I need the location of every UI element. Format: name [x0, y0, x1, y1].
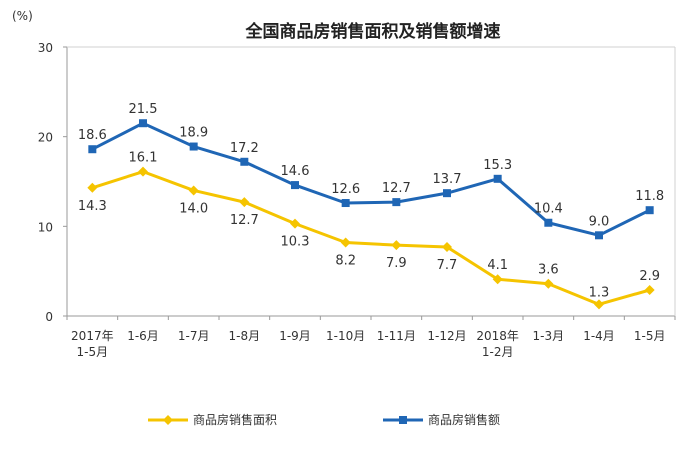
- x-tick-label: 1-7月: [178, 329, 210, 343]
- x-tick-label: 1-9月: [279, 329, 311, 343]
- x-tick-label: 1-8月: [229, 329, 261, 343]
- x-tick-label: 2017年: [71, 329, 114, 343]
- series-line: [91, 121, 651, 237]
- x-tick-label: 1-10月: [326, 329, 365, 343]
- y-tick-label: 20: [38, 131, 53, 145]
- data-label: 15.3: [483, 158, 512, 173]
- legend: 商品房销售面积 商品房销售额: [148, 412, 500, 427]
- data-point: [139, 119, 147, 128]
- x-tick-label: 1-12月: [427, 329, 466, 343]
- data-label: 18.9: [179, 126, 208, 141]
- data-point: [644, 284, 655, 295]
- data-point: [493, 174, 502, 183]
- series-line: [91, 170, 651, 306]
- data-point: [291, 181, 299, 190]
- data-label: 21.5: [129, 102, 158, 117]
- series-layer: 14.3 16.1 14.0 12.7 10.3 8.2 7.9 7.7 4.1 3.6 1.3 2.…: [78, 102, 664, 310]
- data-point: [543, 278, 554, 289]
- data-label: 13.7: [433, 172, 462, 187]
- x-tick-label: 1-11月: [377, 329, 416, 343]
- data-label: 14.3: [78, 199, 107, 214]
- data-point: [544, 218, 553, 227]
- data-label: 16.1: [129, 151, 158, 166]
- y-tick-label: 0: [45, 310, 53, 324]
- data-label: 3.6: [538, 263, 559, 278]
- data-label: 10.3: [281, 235, 310, 250]
- data-point: [341, 199, 350, 208]
- data-label: 8.2: [335, 253, 356, 268]
- data-label: 9.0: [589, 214, 610, 229]
- data-point: [239, 197, 250, 208]
- data-point: [595, 231, 603, 240]
- data-point: [340, 237, 351, 248]
- x-tick-label: 2018年: [476, 329, 519, 343]
- legend-marker: [399, 416, 407, 424]
- data-point: [87, 182, 98, 193]
- x-tick-label: 1-5月: [77, 345, 109, 359]
- x-tick-label: 1-3月: [533, 329, 565, 343]
- chart-title: 全国商品房销售面积及销售额增速: [245, 21, 501, 42]
- data-label: 4.1: [487, 258, 508, 273]
- data-label: 12.7: [382, 181, 411, 196]
- data-label: 1.3: [589, 285, 610, 300]
- data-label: 18.6: [78, 128, 107, 143]
- y-axis-unit: (%): [12, 9, 33, 23]
- data-label: 12.6: [331, 182, 360, 197]
- data-label: 7.9: [386, 256, 407, 271]
- data-point: [645, 206, 654, 215]
- data-point: [594, 299, 604, 310]
- x-tick-label: 1-6月: [127, 329, 159, 343]
- x-tick-label: 1-4月: [583, 329, 615, 343]
- data-label: 14.0: [179, 201, 208, 216]
- legend-label: 商品房销售面积: [193, 412, 277, 427]
- data-label: 12.7: [230, 213, 259, 228]
- data-label: 14.6: [281, 164, 310, 179]
- data-point: [240, 157, 249, 166]
- data-point: [88, 145, 97, 154]
- data-point: [442, 241, 452, 252]
- data-label: 10.4: [534, 202, 563, 217]
- data-label: 7.7: [437, 258, 458, 273]
- y-tick-label: 30: [38, 41, 53, 55]
- data-point: [138, 166, 148, 177]
- y-tick-label: 10: [38, 220, 53, 234]
- data-label: 2.9: [639, 269, 660, 284]
- data-point: [443, 189, 451, 198]
- data-point: [392, 198, 401, 207]
- data-label: 11.8: [635, 189, 664, 204]
- data-label: 17.2: [230, 141, 259, 156]
- data-point: [188, 185, 199, 196]
- data-point: [189, 142, 198, 151]
- data-point: [492, 274, 503, 285]
- data-point: [290, 218, 300, 229]
- data-point: [391, 240, 402, 251]
- legend-marker: [163, 415, 173, 425]
- legend-label: 商品房销售额: [428, 412, 500, 427]
- x-tick-label: 1-5月: [634, 329, 666, 343]
- axes: 0 10 20 30 2017年 1-5月 1-6月 1-7月 1-8月 1-9月 1-10月 1-1…: [38, 41, 676, 359]
- x-tick-label: 1-2月: [482, 345, 514, 359]
